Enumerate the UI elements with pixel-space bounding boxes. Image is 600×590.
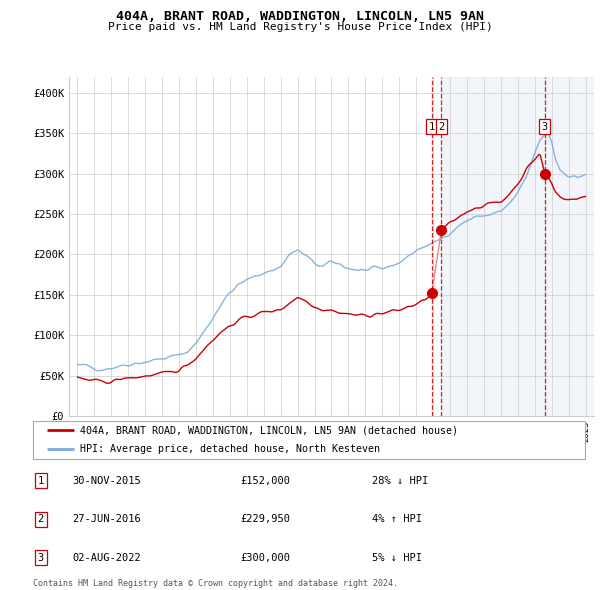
Text: 4% ↑ HPI: 4% ↑ HPI	[372, 514, 422, 524]
Text: 02-AUG-2022: 02-AUG-2022	[72, 553, 141, 562]
Text: 28% ↓ HPI: 28% ↓ HPI	[372, 476, 428, 486]
Text: 1: 1	[428, 122, 435, 132]
Text: 1: 1	[38, 476, 44, 486]
Bar	[545, 77, 594, 416]
Text: £300,000: £300,000	[240, 553, 290, 562]
Text: 404A, BRANT ROAD, WADDINGTON, LINCOLN, LN5 9AN: 404A, BRANT ROAD, WADDINGTON, LINCOLN, L…	[116, 10, 484, 23]
Text: Contains HM Land Registry data © Crown copyright and database right 2024.
This d: Contains HM Land Registry data © Crown c…	[33, 579, 398, 590]
Text: 2: 2	[38, 514, 44, 524]
Text: 404A, BRANT ROAD, WADDINGTON, LINCOLN, LN5 9AN (detached house): 404A, BRANT ROAD, WADDINGTON, LINCOLN, L…	[80, 425, 458, 435]
Text: 30-NOV-2015: 30-NOV-2015	[72, 476, 141, 486]
Text: £229,950: £229,950	[240, 514, 290, 524]
Text: Price paid vs. HM Land Registry's House Price Index (HPI): Price paid vs. HM Land Registry's House …	[107, 22, 493, 32]
Text: HPI: Average price, detached house, North Kesteven: HPI: Average price, detached house, Nort…	[80, 444, 380, 454]
Text: 2: 2	[438, 122, 445, 132]
Text: £152,000: £152,000	[240, 476, 290, 486]
Text: 3: 3	[542, 122, 548, 132]
Text: 3: 3	[38, 553, 44, 562]
Text: 27-JUN-2016: 27-JUN-2016	[72, 514, 141, 524]
FancyBboxPatch shape	[33, 421, 585, 459]
Bar	[442, 77, 545, 416]
Text: 5% ↓ HPI: 5% ↓ HPI	[372, 553, 422, 562]
